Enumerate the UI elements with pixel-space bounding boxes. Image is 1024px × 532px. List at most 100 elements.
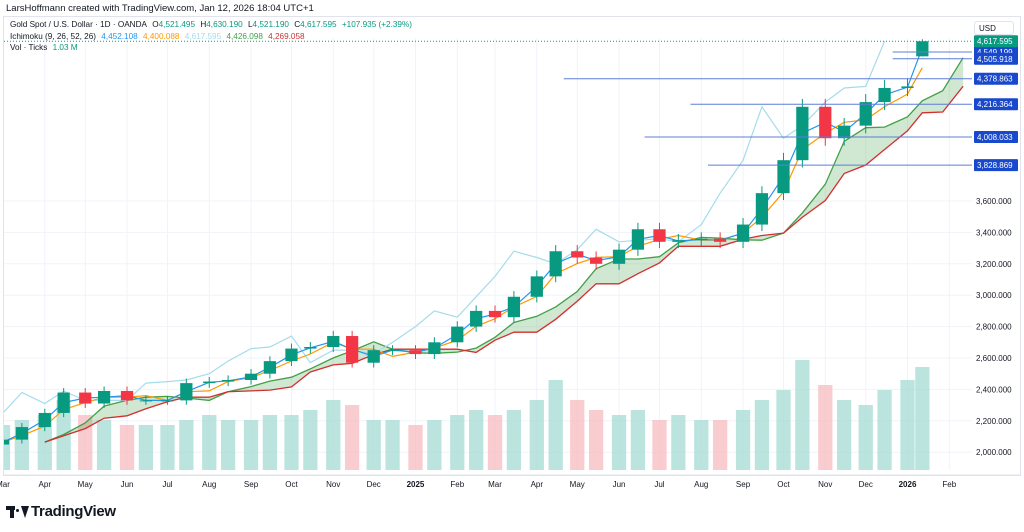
volume-bar [754,400,770,470]
volume-bar [837,400,852,470]
ichimoku-title[interactable]: Ichimoku (9, 26, 52, 26) [10,31,97,41]
time-axis-label: Sep [736,480,751,489]
ichimoku-conversion-value: 4,452.108 [101,31,138,41]
level-price-label-bg [974,98,1018,111]
tradingview-logo: TradingView [6,503,116,520]
candle [549,245,562,283]
volume-bar [408,425,423,470]
candle-body [409,350,422,355]
candle-body [530,276,543,297]
volume-bar [243,420,259,470]
volume-bar [179,420,194,470]
candle-body [736,224,750,242]
candle [736,218,750,249]
candle-body [244,373,258,380]
candle-body [4,439,10,445]
candle-body [38,412,51,428]
tradingview-logo-icon [6,505,29,518]
candle-body [878,87,891,103]
volume-bar [427,420,442,470]
time-axis-label: Apr [39,480,52,489]
volume-bar [487,415,503,470]
candle [97,386,111,408]
volume-bar [303,410,318,470]
candle-body [386,350,399,352]
last-price-label: 4,617.595 [977,37,1013,46]
volume-bar [326,400,341,470]
level-price-label: 3,828.869 [977,161,1013,170]
price-axis-label: 2,000.000 [976,448,1012,457]
volume-bar [529,400,544,470]
candle-body [139,400,153,402]
currency-button[interactable]: USD [974,21,1014,35]
ohlc-open: O4,521.495 [152,20,196,29]
time-axis-label: Nov [326,480,340,489]
candle [57,388,70,418]
volume-bar [4,425,11,470]
last-price-label-bg [974,35,1018,48]
candle-body [428,342,441,355]
volume-bar [795,360,810,470]
volume-bar [652,420,667,470]
candle [916,39,929,57]
time-axis-label: May [570,480,585,489]
price-axis-label: 3,400.000 [976,228,1012,237]
candle-body [304,347,317,349]
level-price-label: 4,378.863 [977,75,1013,84]
candle [327,330,340,353]
price-change: +107.935 (+2.39%) [341,20,412,29]
volume-bar [735,410,751,470]
candle [838,117,851,146]
candle [590,251,603,270]
level-price-label-bg [974,159,1018,172]
candle [346,330,359,368]
time-axis-label: Aug [202,480,216,489]
candle-body [79,392,92,404]
volume-bar [262,415,278,470]
symbol-title[interactable]: Gold Spot / U.S. Dollar · 1D · OANDA [10,20,147,29]
volume-bar [138,425,154,470]
ichimoku-span-b-line [44,85,964,443]
volume-bar [344,405,360,470]
candle-body [549,251,562,277]
candle-body [15,427,28,440]
volume-bar [548,380,563,470]
volume-bar [37,415,52,470]
time-axis-label: Mar [488,480,502,489]
brand-name: TradingView [31,503,116,520]
candle [285,343,298,367]
candle-body [285,348,298,362]
legend-volume-row: Vol · Ticks 1.03 M [10,42,415,54]
ohlc-close: C4,617.595 [294,20,337,29]
price-axis-label: 3,000.000 [976,291,1012,300]
candle-body [612,249,626,264]
candle-body [203,381,216,384]
price-axis-label: 2,400.000 [976,385,1012,394]
volume-title[interactable]: Vol · Ticks [10,43,48,52]
price-axis-label: 2,600.000 [976,354,1012,363]
price-axis-label: 2,200.000 [976,417,1012,426]
candle [180,378,193,405]
volume-bar [611,415,627,470]
candle-body [120,390,134,401]
ichimoku-span-a-line [44,57,964,443]
volume-value: 1.03 M [52,43,78,52]
ichimoku-conversion-line [4,47,923,443]
candle-body [346,336,359,363]
volume-bar [366,420,381,470]
candle-body [571,251,584,258]
price-axis-label: 3,200.000 [976,260,1012,269]
candle [901,78,914,97]
candle [386,345,399,356]
volume-bar [570,400,585,470]
candle [451,321,464,348]
candle-body [161,400,174,402]
chart-legend: Gold Spot / U.S. Dollar · 1D · OANDA O4,… [10,19,415,54]
candle-body [859,102,872,126]
candle [530,270,543,303]
candle [878,79,891,111]
candle [755,186,769,232]
candle [653,222,666,249]
candle [367,345,380,368]
